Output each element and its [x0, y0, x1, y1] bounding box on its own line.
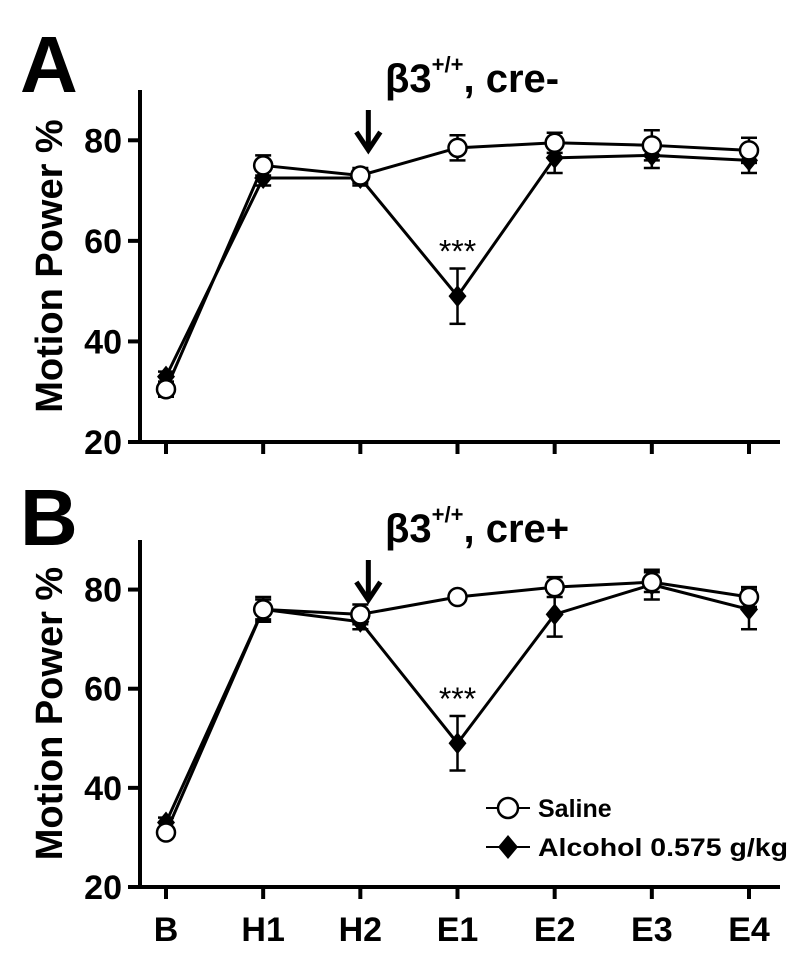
panel-title: β3+/+, cre- [385, 52, 559, 101]
data-point-saline [155, 378, 177, 400]
x-tick-label: H1 [241, 911, 284, 949]
y-tick-label: 60 [84, 671, 122, 709]
y-tick-label: 80 [84, 572, 122, 610]
y-tick-label: 40 [84, 323, 122, 361]
panel-a: 20 40 60 80 Motion Power % A β3+/+, cre- *** [20, 20, 780, 462]
y-tick-label: 40 [84, 770, 122, 808]
legend: Saline Alcohol 0.575 g/kg [486, 795, 788, 862]
arrow-down-icon [354, 560, 383, 605]
title-rest: , cre+ [463, 507, 569, 551]
x-tick-label: E2 [534, 911, 576, 949]
y-axis-label: Motion Power % [29, 567, 71, 860]
title-rest: , cre- [463, 57, 559, 101]
x-tick-label: H2 [339, 911, 382, 949]
data-point-saline [447, 586, 468, 608]
legend-marker-alcohol [498, 835, 518, 859]
data-point-saline [641, 135, 663, 156]
legend-marker-saline [496, 796, 520, 820]
title-superscript: +/+ [432, 52, 464, 77]
data-point-saline [155, 822, 177, 843]
significance-label: *** [439, 681, 476, 717]
data-point-saline [350, 604, 371, 625]
panel-title: β3+/+, cre+ [385, 502, 569, 551]
x-tick-label: E4 [728, 911, 770, 949]
legend-label-saline: Saline [538, 795, 612, 823]
data-point-saline [350, 165, 371, 186]
title-main: β3 [385, 507, 432, 551]
y-tick-label: 80 [84, 122, 122, 160]
y-tick-label: 60 [84, 223, 122, 261]
arrow-down-icon [354, 110, 383, 155]
data-point-saline [252, 155, 274, 176]
data-point-saline [738, 140, 760, 161]
title-superscript: +/+ [432, 502, 464, 527]
x-tick-label: B [154, 911, 179, 949]
data-point-saline [447, 137, 468, 159]
data-point-saline [641, 571, 663, 593]
significance-label: *** [439, 234, 476, 270]
title-main: β3 [385, 57, 432, 101]
panel-label: B [20, 473, 78, 562]
panel-label: A [20, 20, 78, 109]
y-tick-label: 20 [84, 424, 122, 462]
data-point-alcohol [448, 732, 467, 755]
legend-label-alcohol: Alcohol 0.575 g/kg [538, 834, 788, 862]
data-point-saline [544, 132, 565, 154]
data-point-saline [738, 586, 760, 608]
data-point-saline [544, 576, 565, 598]
data-point-alcohol [545, 603, 564, 626]
y-axis-label: Motion Power % [29, 119, 71, 412]
y-tick-label: 20 [84, 869, 122, 907]
series-saline [155, 570, 760, 843]
x-tick-label: E1 [437, 911, 479, 949]
series-saline [155, 128, 760, 400]
x-tick-label: E3 [631, 911, 673, 949]
data-point-saline [252, 599, 274, 620]
data-point-alcohol [448, 285, 467, 308]
